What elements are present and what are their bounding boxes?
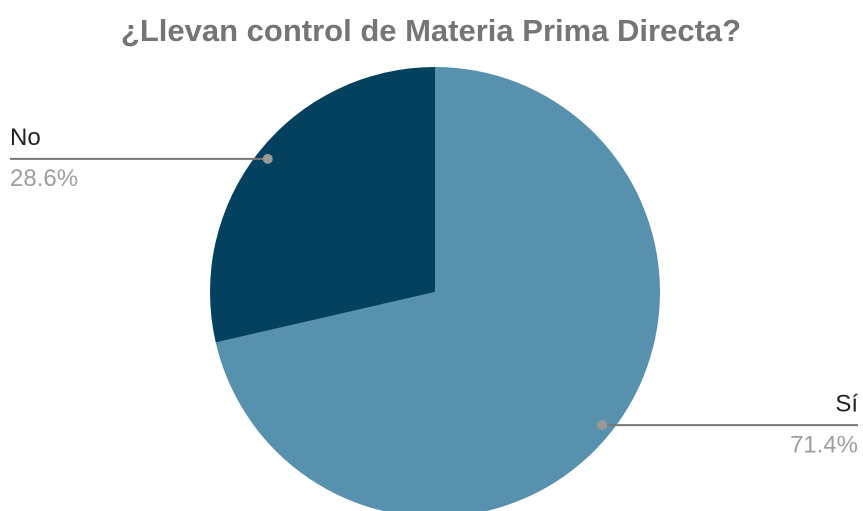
leader-dot xyxy=(597,420,608,431)
slice-value-label: 71.4% xyxy=(790,431,858,458)
slice-label: No xyxy=(10,124,41,151)
slice-value-label: 28.6% xyxy=(10,165,78,192)
leader-dot xyxy=(262,153,273,164)
chart-title: ¿Llevan control de Materia Prima Directa… xyxy=(121,13,741,48)
pie-slice xyxy=(215,67,660,511)
slice-label: Sí xyxy=(835,390,858,417)
pie-slice xyxy=(210,67,435,343)
